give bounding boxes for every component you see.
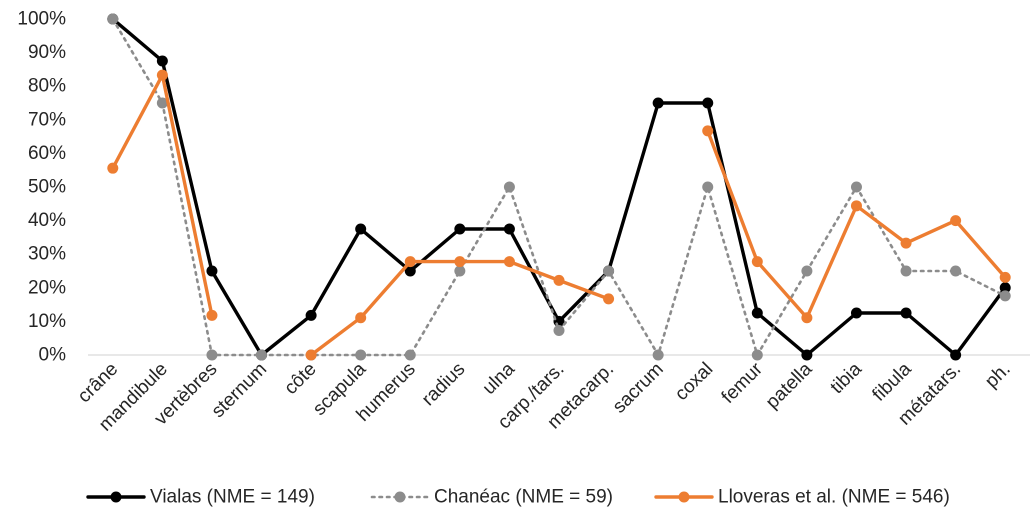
x-tick-label: tibia xyxy=(827,358,867,398)
data-point xyxy=(256,349,268,361)
x-tick-label: radius xyxy=(418,359,469,410)
data-point xyxy=(355,223,367,235)
y-tick-label: 100% xyxy=(17,9,66,30)
x-tick-label: ulna xyxy=(479,358,520,399)
data-point xyxy=(950,265,962,277)
legend-label: Vialas (NME = 149) xyxy=(150,487,315,508)
legend-marker xyxy=(110,491,122,503)
data-point xyxy=(702,97,714,109)
data-point xyxy=(652,97,664,109)
data-point xyxy=(404,265,416,277)
data-point xyxy=(156,55,168,67)
x-tick-label: coxal xyxy=(671,359,717,405)
x-tick-label: côte xyxy=(280,359,320,399)
data-point xyxy=(603,293,615,305)
y-tick-label: 50% xyxy=(28,177,66,198)
y-tick-label: 0% xyxy=(39,345,67,366)
x-tick-label: sacrum xyxy=(609,359,668,418)
data-point xyxy=(603,265,615,277)
data-point xyxy=(850,307,862,319)
legend-item: Lloveras et al. (NME = 546) xyxy=(654,487,950,508)
data-point xyxy=(801,265,813,277)
data-point xyxy=(702,181,714,193)
data-point xyxy=(801,349,813,361)
y-tick-label: 80% xyxy=(28,76,66,97)
data-point xyxy=(900,265,912,277)
data-point xyxy=(404,256,416,268)
data-point xyxy=(553,274,565,286)
data-point xyxy=(206,349,218,361)
data-point xyxy=(305,349,317,361)
data-point xyxy=(652,349,664,361)
x-tick-label: fibula xyxy=(869,358,916,405)
legend-marker xyxy=(678,491,690,503)
data-point xyxy=(850,200,862,212)
data-point xyxy=(156,97,168,109)
legend-item: Vialas (NME = 149) xyxy=(86,487,315,508)
data-point xyxy=(950,215,962,227)
data-point xyxy=(355,312,367,324)
data-point xyxy=(404,349,416,361)
series-1 xyxy=(107,13,1011,361)
y-axis: 0% 10% 20% 30% 40% 50% 60% 70% 80% 90% 100% xyxy=(17,9,66,366)
data-point xyxy=(950,349,962,361)
data-point xyxy=(553,324,565,336)
data-point xyxy=(206,265,218,277)
data-point xyxy=(305,309,317,321)
x-tick-label: sternum xyxy=(208,359,271,422)
series-line xyxy=(111,17,1007,357)
legend-item: Chanéac (NME = 59) xyxy=(370,487,613,508)
y-tick-label: 20% xyxy=(28,277,66,298)
data-point xyxy=(751,349,763,361)
data-point xyxy=(206,309,218,321)
data-point xyxy=(999,290,1011,302)
series-0 xyxy=(107,13,1011,361)
data-point xyxy=(999,271,1011,283)
data-point xyxy=(355,349,367,361)
y-tick-label: 30% xyxy=(28,244,66,265)
series-layer xyxy=(107,13,1011,361)
y-tick-label: 40% xyxy=(28,210,66,231)
data-point xyxy=(999,282,1011,294)
legend: Vialas (NME = 149) Chanéac (NME = 59) Llov… xyxy=(86,487,950,508)
data-point xyxy=(454,256,466,268)
legend-label: Chanéac (NME = 59) xyxy=(434,487,613,508)
x-tick-label: patella xyxy=(762,358,817,413)
y-tick-label: 10% xyxy=(28,311,66,332)
legend-label: Lloveras et al. (NME = 546) xyxy=(718,487,950,508)
x-tick-label: ph. xyxy=(981,359,1015,393)
data-point xyxy=(801,312,813,324)
y-tick-label: 60% xyxy=(28,143,66,164)
data-point xyxy=(454,265,466,277)
data-point xyxy=(107,13,119,25)
legend-marker xyxy=(394,491,406,503)
data-point xyxy=(454,223,466,235)
data-point xyxy=(900,237,912,249)
data-point xyxy=(702,125,714,137)
data-point xyxy=(503,223,515,235)
series-2 xyxy=(107,69,1011,361)
series-line xyxy=(111,17,1007,357)
data-point xyxy=(751,256,763,268)
y-tick-label: 90% xyxy=(28,42,66,63)
data-point xyxy=(107,162,119,174)
data-point xyxy=(503,256,515,268)
data-point xyxy=(900,307,912,319)
x-tick-label: femur xyxy=(718,358,768,408)
data-point xyxy=(751,307,763,319)
y-tick-label: 70% xyxy=(28,109,66,130)
data-point xyxy=(850,181,862,193)
data-point xyxy=(503,181,515,193)
data-point xyxy=(156,69,168,81)
